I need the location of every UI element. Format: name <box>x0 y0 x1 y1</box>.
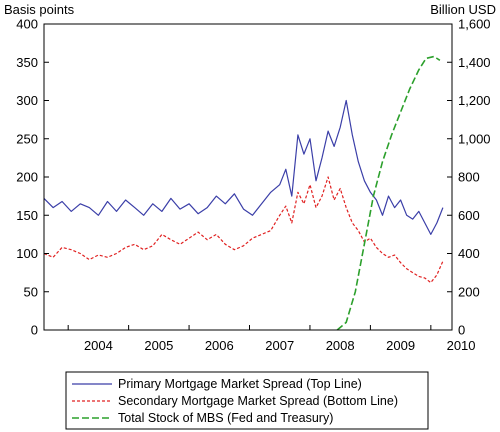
legend-label-secondary: Secondary Mortgage Market Spread (Bottom… <box>118 394 398 408</box>
x-tick-label: 2005 <box>144 338 173 353</box>
left-tick-label: 150 <box>16 208 38 223</box>
series-line-1 <box>43 176 444 284</box>
right-axis-ticks: 0 200 400 600 800 1,000 1,200 1,400 1,600 <box>447 17 491 338</box>
x-axis-ticks: 2004 2005 2006 2007 2008 2009 2010 <box>67 325 476 353</box>
plot-lines <box>43 55 444 331</box>
left-tick-label: 100 <box>16 246 38 261</box>
plot-frame <box>43 23 453 331</box>
right-tick-label: 1,600 <box>458 17 491 32</box>
series-line-2 <box>336 55 441 331</box>
series-line-0 <box>43 99 444 235</box>
x-tick-label: 2006 <box>205 338 234 353</box>
left-axis-title: Basis points <box>4 2 75 17</box>
legend-label-mbs: Total Stock of MBS (Fed and Treasury) <box>118 411 333 425</box>
left-tick-label: 400 <box>16 17 38 32</box>
left-tick-label: 350 <box>16 55 38 70</box>
legend-label-primary: Primary Mortgage Market Spread (Top Line… <box>118 377 362 391</box>
left-axis-ticks: 0 50 100 150 200 250 300 350 400 <box>16 17 49 338</box>
left-tick-label: 250 <box>16 131 38 146</box>
x-tick-label: 2009 <box>386 338 415 353</box>
left-tick-label: 0 <box>31 323 38 338</box>
left-tick-label: 50 <box>24 284 38 299</box>
x-tick-label: 2004 <box>84 338 113 353</box>
right-tick-label: 1,000 <box>458 131 491 146</box>
right-tick-label: 400 <box>458 246 480 261</box>
left-tick-label: 300 <box>16 93 38 108</box>
right-tick-label: 0 <box>458 323 465 338</box>
right-tick-label: 200 <box>458 284 480 299</box>
legend: Primary Mortgage Market Spread (Top Line… <box>65 371 429 430</box>
right-axis-title: Billion USD <box>430 2 496 17</box>
right-tick-label: 800 <box>458 170 480 185</box>
right-tick-label: 1,400 <box>458 55 491 70</box>
right-tick-label: 1,200 <box>458 93 491 108</box>
right-tick-label: 600 <box>458 208 480 223</box>
legend-box <box>65 371 429 430</box>
x-tick-label: 2007 <box>265 338 294 353</box>
x-tick-label: 2008 <box>326 338 355 353</box>
x-tick-label: 2010 <box>447 338 476 353</box>
left-tick-label: 200 <box>16 170 38 185</box>
